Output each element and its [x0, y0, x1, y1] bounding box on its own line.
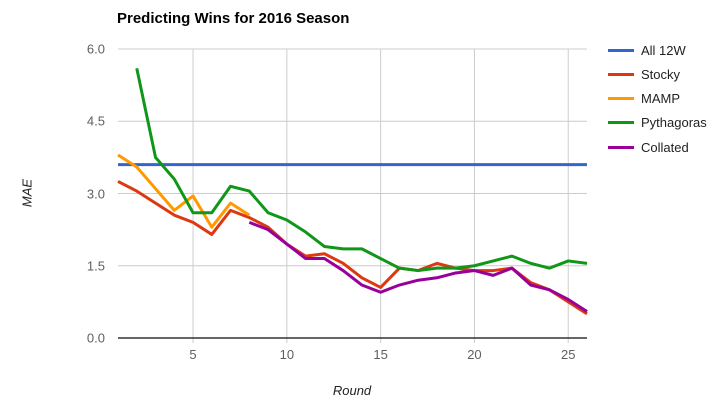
legend-swatch-all-12w	[608, 48, 634, 52]
series-line-collated	[248, 221, 588, 313]
legend-swatch-mamp	[608, 97, 634, 101]
x-tick-label: 20	[467, 347, 482, 362]
x-tick-label: 25	[561, 347, 576, 362]
legend-item-mamp[interactable]: MAMP	[608, 91, 680, 107]
y-tick-label: 0.0	[86, 330, 105, 346]
series-line-mamp	[117, 153, 251, 229]
y-axis-title: MAE	[19, 178, 35, 208]
series-line-pythagoras	[135, 67, 588, 273]
legend-item-all-12w[interactable]: All 12W	[608, 42, 686, 58]
legend-item-stocky[interactable]: Stocky	[608, 66, 681, 82]
legend-label: Stocky	[641, 66, 681, 82]
legend-item-collated[interactable]: Collated	[608, 139, 689, 155]
legend-swatch-stocky	[608, 72, 634, 76]
y-tick-label: 1.5	[86, 258, 105, 274]
legend-label: MAMP	[641, 91, 680, 107]
x-tick-label: 10	[279, 347, 295, 362]
legend-label: Collated	[641, 139, 689, 155]
legend-item-pythagoras[interactable]: Pythagoras	[608, 115, 707, 131]
legend-label: All 12W	[641, 42, 686, 58]
y-tick-label: 6.0	[86, 41, 105, 57]
legend-swatch-pythagoras	[608, 121, 634, 125]
x-tick-label: 5	[189, 347, 197, 362]
legend-label: Pythagoras	[641, 115, 707, 131]
y-tick-label: 3.0	[86, 186, 105, 201]
chart-title: Predicting Wins for 2016 Season	[117, 10, 350, 27]
legend-swatch-collated	[608, 145, 634, 149]
x-axis-title: Round	[332, 383, 372, 398]
y-tick-label: 4.5	[86, 113, 105, 129]
x-tick-label: 15	[373, 347, 388, 362]
